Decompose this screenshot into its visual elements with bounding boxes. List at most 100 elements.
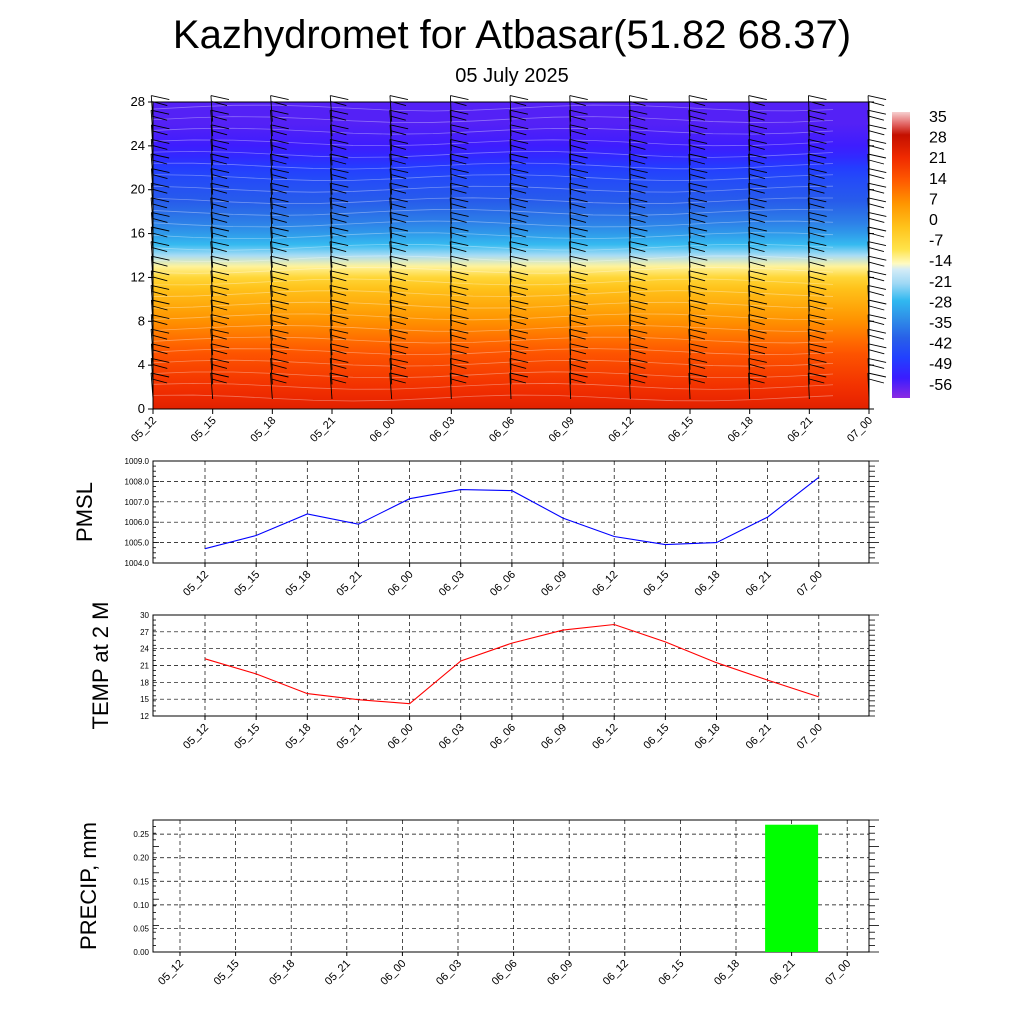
wind-barb-flag [808,299,827,305]
wind-barb-flag [569,357,588,363]
wind-barb-flag [151,153,170,159]
wind-barb-flag [450,270,469,276]
wind-barb-flag [210,153,229,159]
wind-barb-shaft [389,285,393,312]
wind-barb-flag [509,197,529,203]
wind-barb-flag [629,270,648,276]
wind-barb-flag [630,247,646,253]
wind-barb-flag [390,363,407,369]
wind-barb-flag [151,168,170,174]
wind-barb-flag [569,328,588,334]
wind-barb-flag [390,276,407,282]
wind-barb-flag [570,261,587,267]
wind-barb-flag [330,153,349,159]
wind-barb-shaft [688,241,691,268]
contour-line [152,383,834,390]
y-tick-label: 1008.0 [125,477,150,486]
wind-barb-shaft [569,110,572,137]
wind-barb-shaft [569,197,572,224]
wind-barb-flag [210,270,230,276]
wind-barb-flag [210,372,229,378]
colorbar-fill [892,112,910,398]
wind-barb-flag [389,314,409,320]
wind-barb-flag [389,153,408,159]
panel-frame [152,460,870,564]
wind-barb-flag [451,217,467,223]
wind-barb-flag [330,299,349,305]
wind-barb-flag [330,357,349,363]
wind-barb-flag [390,159,406,165]
wind-barb-flag [808,211,827,217]
wind-barb-flag [510,276,527,282]
y-tick-label: 0.20 [133,854,149,863]
wind-barb-shaft [389,241,393,268]
wind-barb-shaft [389,95,393,122]
wind-barb-flag [271,349,287,355]
x-tick-label: 06_12 [590,569,620,599]
wind-barb-flag [152,188,168,194]
wind-barb-shaft [389,343,393,370]
wind-barb-flag [689,95,708,101]
wind-barb-shaft [509,329,512,356]
wind-barb-flag [868,378,885,384]
wind-barb-shaft [389,153,393,181]
grid [153,820,869,952]
wind-barbs [150,95,887,400]
y-tick-label: 20 [131,182,145,197]
wind-barb-flag [690,130,706,136]
wind-barb-flag [689,138,708,144]
wind-barb-flag [210,197,229,203]
wind-barb-flag [450,299,469,305]
wind-barb-shaft [748,183,751,210]
wind-barb-shaft [269,197,273,224]
wind-barb-flag [211,168,230,174]
x-tick-label: 06_15 [656,958,686,988]
wind-barb-flag [391,174,407,180]
wind-barb-flag [450,357,469,363]
wind-barb-flag [808,255,827,261]
wind-barb-flag [211,363,228,369]
wind-barb-flag [749,320,765,326]
wind-barb-flag [808,153,827,159]
contour-line [152,313,834,321]
wind-barb-shaft [449,372,452,400]
x-tick-label: 06_15 [641,569,671,599]
temperature-cross-section: 0 4 8 12 16 20 24 28 05_12 05_15 05_18 05_21 06_00 06… [129,94,887,445]
wind-barb-flag [629,314,648,320]
y-axis-title: PMSL [72,482,97,542]
wind-barb-flag [390,203,406,209]
wind-barb-flag [451,144,467,150]
wind-barb-shaft [329,139,333,166]
colorbar-label: -21 [929,274,952,291]
wind-barb-flag [570,276,586,282]
wind-barb-shaft [270,226,273,254]
wind-barb-flag [510,188,527,194]
wind-barb-flag [869,217,885,223]
x-tick-label: 06_00 [386,569,416,599]
wind-barb-flag [570,188,586,194]
wind-barb-flag [152,349,168,355]
wind-barb-flag [271,320,287,326]
wind-barb-flag [809,188,825,194]
wind-barb-flag [510,211,529,217]
wind-barb-flag [809,203,825,209]
wind-barb-shaft [628,226,631,254]
wind-barb-shaft [628,329,631,356]
wind-barb-flag [510,363,527,369]
wind-barb-flag [569,299,589,305]
wind-barb-flag [451,290,467,296]
wind-barb-flag [869,349,885,355]
y-tick-label: 18 [140,678,149,687]
wind-barb-shaft [329,153,333,181]
wind-barb-shaft [210,110,214,137]
wind-barb-flag [211,115,227,121]
wind-barb-shaft [748,270,751,297]
wind-barb-flag [689,226,708,232]
wind-barb-flag [390,299,409,305]
wind-barb-flag [270,314,289,320]
wind-barb-flag [211,203,227,209]
wind-barb-shaft [330,256,333,283]
wind-barb-flag [630,363,646,369]
wind-barb-flag [808,357,827,363]
wind-barb-flag [569,343,589,349]
